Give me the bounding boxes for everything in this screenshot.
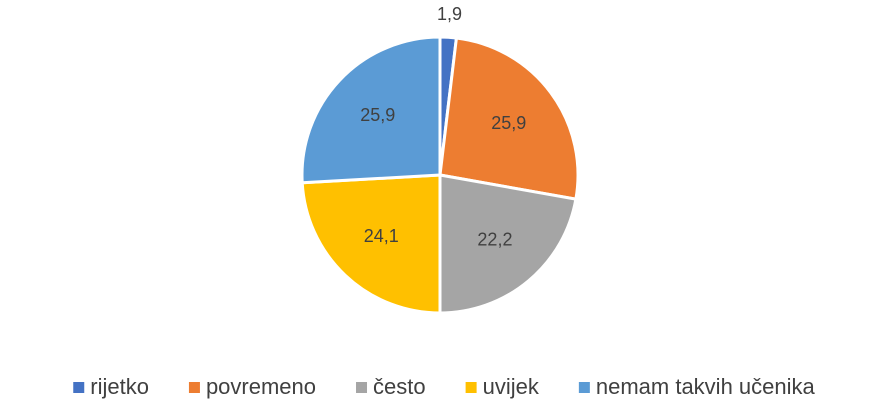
legend-swatch <box>188 382 200 393</box>
legend-label: povremeno <box>206 374 316 399</box>
legend-swatch <box>578 382 590 393</box>
data-label: 24,1 <box>364 226 399 246</box>
legend-label: nemam takvih učenika <box>596 374 816 399</box>
legend-swatch <box>73 382 85 393</box>
pie-slice <box>300 35 442 185</box>
legend-label: često <box>373 374 426 399</box>
pie-slice <box>438 36 580 201</box>
pie-slice <box>438 173 578 315</box>
data-label: 25,9 <box>360 105 395 125</box>
legend-label: uvijek <box>483 374 540 399</box>
pie-slice <box>300 173 442 315</box>
legend-swatch <box>465 382 477 393</box>
data-label: 1,9 <box>437 4 462 24</box>
legend-swatch <box>356 382 368 393</box>
legend-label: rijetko <box>90 374 149 399</box>
data-label: 25,9 <box>491 113 526 133</box>
data-label: 22,2 <box>477 229 512 249</box>
